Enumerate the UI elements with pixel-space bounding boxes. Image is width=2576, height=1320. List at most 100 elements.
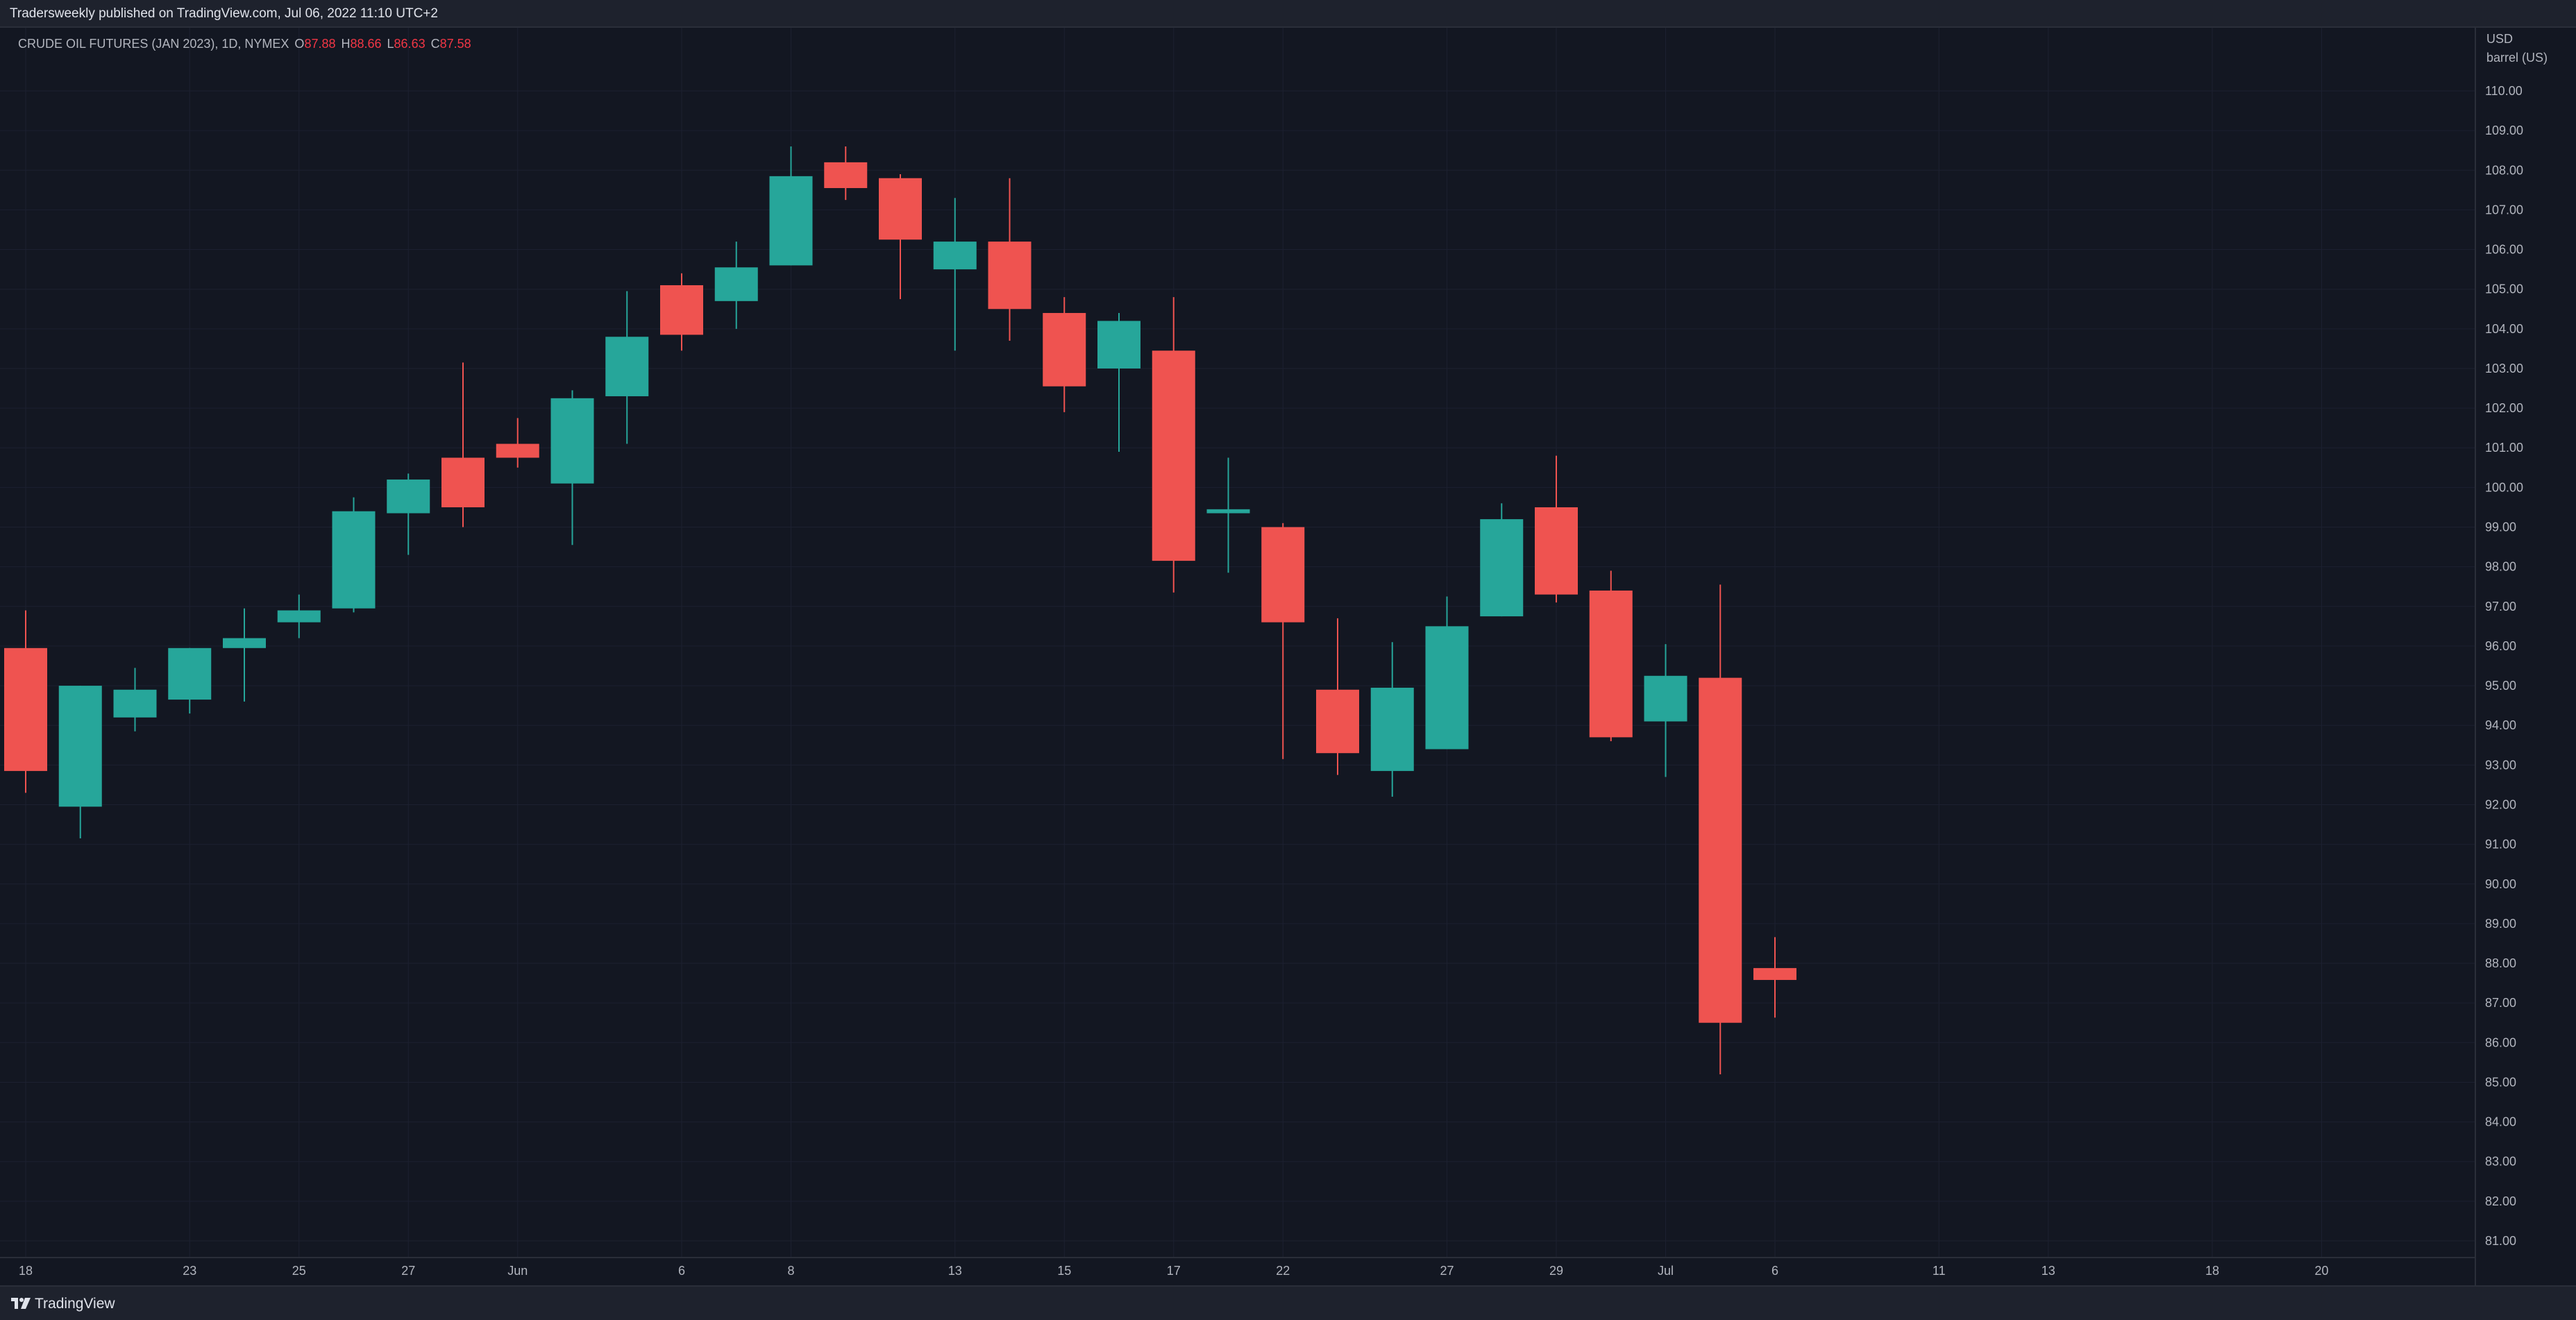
price-tick-label: 104.00 (2485, 322, 2523, 336)
time-tick-label: 11 (1933, 1264, 1946, 1278)
open-label: O (294, 37, 305, 51)
time-tick-label: 20 (2314, 1264, 2328, 1278)
time-tick-label: 6 (1771, 1264, 1778, 1278)
price-tick-label: 92.00 (2485, 797, 2516, 811)
time-tick-label: 27 (401, 1264, 415, 1278)
time-tick-label: 13 (2042, 1264, 2055, 1278)
candle (714, 242, 758, 329)
candle (769, 146, 813, 266)
footer-bar: TradingView (0, 1285, 2576, 1320)
candle (988, 178, 1032, 341)
candle-body (879, 178, 922, 240)
candle-body (441, 457, 485, 507)
candle (1097, 312, 1140, 452)
price-tick-label: 94.00 (2485, 718, 2516, 732)
candle (58, 686, 102, 839)
axes: USD barrel (US) (0, 28, 2548, 1285)
candle-body (1043, 312, 1086, 387)
candle-body (1589, 590, 1633, 738)
low-value: 86.63 (394, 37, 426, 51)
time-tick-label: Jun (507, 1264, 528, 1278)
high-label: H (341, 37, 351, 51)
price-tick-label: 108.00 (2485, 163, 2523, 177)
candle (660, 273, 703, 351)
chart-area[interactable]: USD barrel (US) 110.00 109.00 108.00 107.00… (0, 28, 2576, 1285)
candle-body (1699, 677, 1742, 1023)
high-value: 88.66 (350, 37, 382, 51)
candle-body (387, 479, 430, 514)
candle-body (277, 610, 321, 623)
symbol-name: CRUDE OIL FUTURES (JAN 2023), 1D, NYMEX (18, 37, 289, 51)
candlestick-chart[interactable]: USD barrel (US) 110.00 109.00 108.00 107.00… (0, 28, 2576, 1285)
candle (1206, 457, 1250, 573)
time-tick-label: 6 (678, 1264, 685, 1278)
close-label: C (430, 37, 440, 51)
candle (1480, 503, 1524, 617)
candle-body (988, 242, 1032, 310)
candle (550, 390, 594, 545)
price-tick-label: 83.00 (2485, 1155, 2516, 1169)
candle (496, 418, 539, 468)
time-tick-label: 17 (1167, 1264, 1181, 1278)
time-tick-label: 8 (787, 1264, 794, 1278)
close-value: 87.58 (439, 37, 471, 51)
candles (4, 146, 1796, 1075)
candle (168, 648, 212, 714)
candle (277, 594, 321, 638)
candle (441, 362, 485, 527)
candle (223, 608, 266, 702)
tradingview-logo-icon (11, 1298, 31, 1309)
price-tick-label: 88.00 (2485, 956, 2516, 970)
candle-body (824, 162, 868, 188)
price-tick-label: 106.00 (2485, 243, 2523, 257)
candle-body (1370, 687, 1414, 771)
price-tick-label: 101.00 (2485, 441, 2523, 455)
candle (1425, 596, 1469, 750)
price-tick-label: 89.00 (2485, 917, 2516, 931)
price-axis-unit: barrel (US) (2486, 51, 2548, 65)
time-tick-label: 29 (1549, 1264, 1563, 1278)
time-tick-label: 27 (1440, 1264, 1454, 1278)
candle (879, 174, 922, 299)
candle-body (714, 267, 758, 301)
time-tick-label: 18 (19, 1264, 33, 1278)
candle (1644, 644, 1687, 777)
price-tick-label: 107.00 (2485, 203, 2523, 217)
candle (1152, 297, 1195, 593)
candle-body (223, 638, 266, 648)
candle (113, 668, 157, 731)
time-tick-label: 15 (1057, 1264, 1071, 1278)
candle (1043, 297, 1086, 412)
price-tick-label: 105.00 (2485, 282, 2523, 296)
price-tick-label: 86.00 (2485, 1035, 2516, 1049)
price-tick-label: 90.00 (2485, 877, 2516, 891)
candle (605, 291, 649, 444)
price-tick-label: 91.00 (2485, 838, 2516, 852)
candle (824, 146, 868, 201)
candle (4, 610, 47, 793)
candle (1316, 618, 1359, 775)
candle (1370, 642, 1414, 797)
low-label: L (387, 37, 394, 51)
candle-body (550, 398, 594, 484)
candle-body (1425, 626, 1469, 750)
time-axis-ticks[interactable]: 18 23 25 27 Jun 6 8 13 15 17 22 27 29 Jul 6 11 13 18 20 (19, 1264, 2329, 1278)
time-tick-label: Jul (1658, 1264, 1674, 1278)
candle-body (1152, 350, 1195, 561)
price-tick-label: 96.00 (2485, 639, 2516, 653)
time-tick-label: 22 (1276, 1264, 1290, 1278)
price-tick-label: 109.00 (2485, 124, 2523, 137)
candle (332, 497, 376, 613)
publication-header: Tradersweekly published on TradingView.c… (0, 0, 2576, 28)
price-tick-label: 93.00 (2485, 758, 2516, 772)
candle-body (332, 511, 376, 609)
price-axis-ticks[interactable]: 110.00 109.00 108.00 107.00 106.00 105.00 104.… (2485, 84, 2523, 1248)
candle (1699, 584, 1742, 1075)
candle-body (660, 285, 703, 335)
candle (1589, 570, 1633, 742)
price-tick-label: 82.00 (2485, 1194, 2516, 1208)
price-tick-label: 87.00 (2485, 996, 2516, 1010)
price-tick-label: 99.00 (2485, 521, 2516, 534)
price-tick-label: 84.00 (2485, 1115, 2516, 1129)
candle-body (605, 337, 649, 396)
